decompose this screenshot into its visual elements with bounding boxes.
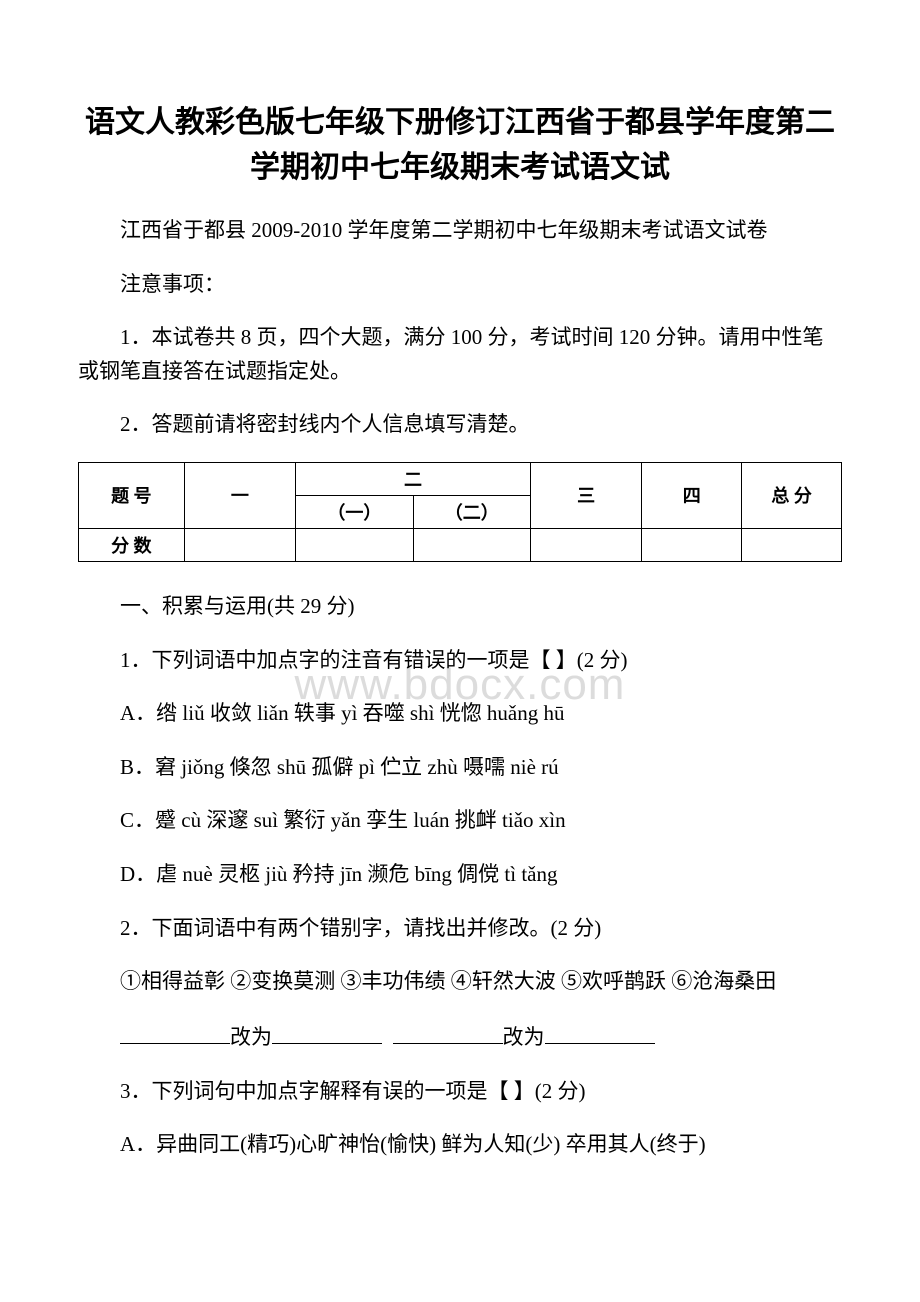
question-1-option-a: A．绺 liǔ 收敛 liǎn 轶事 yì 吞噬 shì 恍惚 huǎng hū [78,697,842,731]
blank-field[interactable] [272,1019,382,1044]
table-cell: 四 [642,462,742,528]
document-title: 语文人教彩色版七年级下册修订江西省于都县学年度第二学期初中七年级期末考试语文试 [78,100,842,190]
document-content: 语文人教彩色版七年级下册修订江西省于都县学年度第二学期初中七年级期末考试语文试 … [78,100,842,1162]
table-cell: 总 分 [742,462,842,528]
blank-field[interactable] [545,1019,655,1044]
table-cell-empty [530,528,642,561]
notice-item-2: 2．答题前请将密封线内个人信息填写清楚。 [78,408,842,442]
question-1-stem: 1．下列词语中加点字的注音有错误的一项是【 】(2 分) [78,644,842,678]
table-cell-label: 题 号 [79,462,185,528]
table-cell: 一 [184,462,296,528]
notice-item-1: 1．本试卷共 8 页，四个大题，满分 100 分，考试时间 120 分钟。请用中… [78,321,842,388]
table-cell-label: 分 数 [79,528,185,561]
table-row: 分 数 [79,528,842,561]
table-cell-empty [742,528,842,561]
label-change-to: 改为 [230,1025,272,1049]
table-cell: 二 [296,462,531,495]
question-1-option-c: C．蹙 cù 深邃 suì 繁衍 yǎn 孪生 luán 挑衅 tiǎo xìn [78,804,842,838]
question-2-items: ①相得益彰 ②变换莫测 ③丰功伟绩 ④轩然大波 ⑤欢呼鹊跃 ⑥沧海桑田 [78,965,842,999]
notice-header: 注意事项： [78,268,842,302]
question-2-blanks: 改为 改为 [78,1019,842,1055]
table-cell: 三 [530,462,642,528]
label-change-to: 改为 [503,1025,545,1049]
question-1-option-d: D．虐 nuè 灵柩 jiù 矜持 jīn 濒危 bīng 倜傥 tì tǎng [78,858,842,892]
table-cell-empty [296,528,413,561]
table-cell-empty [642,528,742,561]
intro-paragraph: 江西省于都县 2009-2010 学年度第二学期初中七年级期末考试语文试卷 [78,214,842,248]
table-cell-empty [413,528,530,561]
question-3-stem: 3．下列词句中加点字解释有误的一项是【 】(2 分) [78,1075,842,1109]
blank-field[interactable] [120,1019,230,1044]
section-1-title: 一、积累与运用(共 29 分) [78,590,842,624]
question-3-option-a: A．异曲同工(精巧)心旷神怡(愉快) 鲜为人知(少) 卒用其人(终于) [78,1128,842,1162]
table-cell: （二） [413,495,530,528]
table-cell: （一） [296,495,413,528]
table-cell-empty [184,528,296,561]
score-table: 题 号 一 二 三 四 总 分 （一） （二） 分 数 [78,462,842,562]
table-row: 题 号 一 二 三 四 总 分 [79,462,842,495]
question-2-stem: 2．下面词语中有两个错别字，请找出并修改。(2 分) [78,912,842,946]
blank-field[interactable] [393,1019,503,1044]
question-1-option-b: B．窘 jiǒng 倏忽 shū 孤僻 pì 伫立 zhù 嗫嚅 niè rú [78,751,842,785]
